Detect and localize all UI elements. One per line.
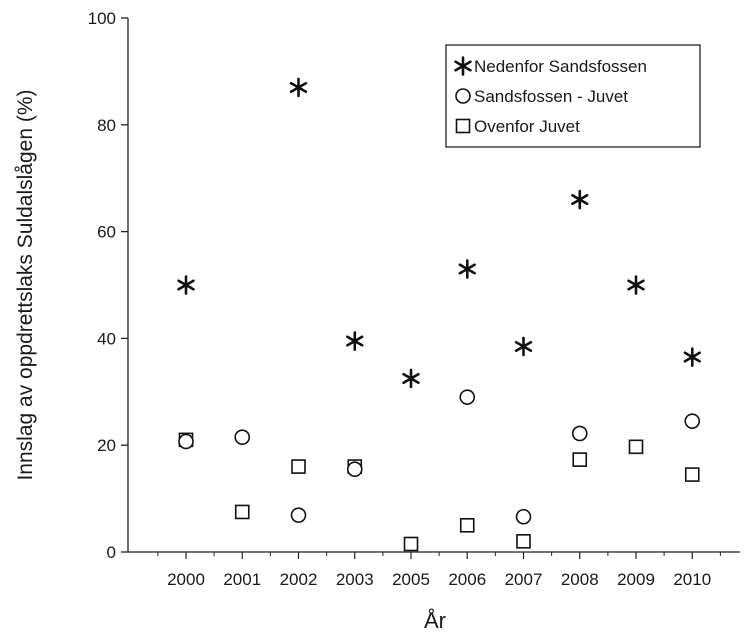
circle-point — [290, 507, 307, 523]
square-point — [291, 459, 306, 474]
x-tick-label: 2006 — [448, 570, 486, 589]
y-tick-label: 100 — [88, 9, 116, 28]
legend: Nedenfor Sandsfossen Sandsfossen - Juvet O… — [445, 44, 701, 148]
circle-point — [459, 389, 476, 405]
square-point — [684, 467, 700, 482]
legend-marker-circle — [455, 88, 471, 104]
star-point — [402, 368, 420, 389]
x-ticks: 2000 2001 2002 2003 2005 2006 2007 2008 2009 2010 — [157, 552, 721, 589]
circle-point — [234, 429, 251, 445]
square-point — [234, 504, 250, 520]
legend-label: Sandsfossen - Juvet — [474, 87, 628, 106]
axes — [127, 18, 740, 553]
star-point — [177, 275, 195, 295]
star-point — [514, 336, 533, 357]
square-point — [516, 534, 531, 549]
y-ticks: 0 20 40 60 80 100 — [88, 9, 128, 562]
legend-label: Ovenfor Juvet — [474, 117, 580, 136]
x-tick-label: 2005 — [392, 570, 430, 589]
y-tick-label: 0 — [107, 543, 116, 562]
data-points — [177, 77, 701, 552]
star-point — [571, 189, 589, 210]
square-point — [572, 452, 588, 467]
x-tick-label: 2009 — [617, 570, 655, 589]
star-point — [683, 347, 701, 367]
circle-point — [684, 413, 701, 429]
legend-marker-square — [455, 118, 471, 134]
legend-marker-star — [454, 56, 472, 76]
y-tick-label: 60 — [97, 223, 116, 242]
x-tick-label: 2000 — [167, 570, 205, 589]
square-point — [403, 536, 419, 552]
star-point — [458, 259, 476, 279]
x-tick-label: 2010 — [673, 570, 711, 589]
star-point — [627, 275, 645, 295]
x-tick-label: 2003 — [336, 570, 374, 589]
circle-point — [346, 461, 363, 478]
x-tick-label: 2007 — [505, 570, 543, 589]
circle-point — [515, 508, 532, 525]
x-tick-label: 2001 — [223, 570, 261, 589]
square-point — [459, 517, 475, 533]
x-tick-label: 2008 — [561, 570, 599, 589]
legend-box — [445, 44, 701, 148]
legend-label: Nedenfor Sandsfossen — [474, 57, 647, 76]
circle-point — [571, 425, 588, 442]
star-point — [289, 77, 308, 98]
circle-point — [178, 433, 194, 450]
y-axis-label: Innslag av oppdrettslaks Suldalslågen (%… — [14, 89, 37, 480]
star-point — [346, 331, 364, 351]
y-tick-label: 40 — [97, 329, 116, 348]
x-axis-label: År — [424, 608, 446, 633]
x-tick-label: 2002 — [280, 570, 318, 589]
y-tick-label: 20 — [97, 436, 116, 455]
square-point — [628, 439, 644, 455]
y-tick-label: 80 — [97, 116, 116, 135]
